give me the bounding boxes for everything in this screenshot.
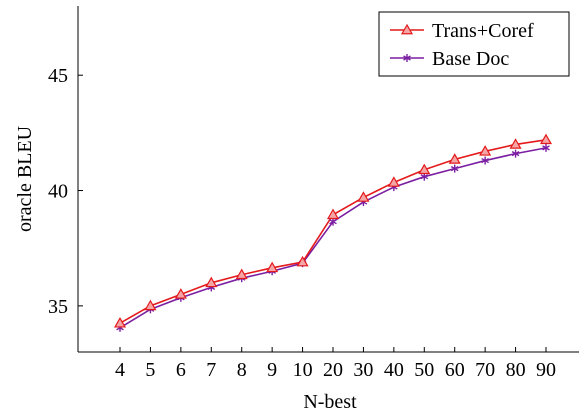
legend-label: Trans+Coref — [432, 20, 534, 42]
data-point — [511, 149, 520, 158]
x-tick-label: 9 — [267, 359, 277, 381]
x-tick-label: 20 — [323, 359, 343, 381]
data-point — [479, 145, 492, 156]
y-tick-label: 35 — [48, 296, 68, 318]
x-tick-label: 8 — [237, 359, 247, 381]
axes-layer — [77, 6, 579, 353]
y-tick-label: 40 — [48, 181, 68, 203]
y-axis-label: oracle BLEU — [14, 125, 36, 232]
data-point — [542, 143, 550, 152]
series-line — [119, 147, 547, 329]
legend-label: Base Doc — [432, 48, 509, 70]
data-point — [509, 138, 522, 149]
data-point — [418, 163, 431, 175]
data-point — [357, 191, 370, 202]
data-point — [266, 261, 279, 273]
data-point — [174, 288, 187, 299]
data-point — [144, 299, 157, 311]
x-axis-label: N-best — [303, 391, 357, 411]
x-tick-label: 5 — [145, 359, 155, 381]
series-layer — [113, 133, 553, 332]
x-tick-label: 90 — [536, 359, 556, 381]
x-tick-label: 10 — [293, 359, 313, 381]
data-point — [448, 153, 461, 164]
data-point — [205, 276, 218, 288]
legend-marker — [403, 54, 411, 62]
legend-entries: Trans+Coref Base Doc — [390, 20, 534, 70]
x-tick-label: 7 — [206, 359, 216, 381]
data-point — [296, 255, 309, 267]
data-point — [387, 176, 400, 187]
x-tick-label: 6 — [176, 359, 186, 381]
data-point — [113, 316, 127, 328]
data-point — [450, 164, 459, 173]
data-point — [539, 133, 553, 145]
x-tick-label: 70 — [475, 359, 495, 381]
x-tick-label: 4 — [115, 359, 125, 381]
x-tick-label: 60 — [445, 359, 465, 381]
x-tick-label: 80 — [506, 359, 526, 381]
x-tick-label: 50 — [414, 359, 434, 381]
x-tick-label: 40 — [384, 359, 404, 381]
data-point — [235, 268, 248, 280]
legend: Trans+Coref Base Doc — [378, 11, 570, 77]
legend-marker — [400, 23, 414, 35]
x-tick-label: 30 — [353, 359, 373, 381]
y-tick-label: 45 — [48, 65, 68, 87]
data-point — [481, 156, 489, 165]
data-point — [326, 208, 340, 220]
legend-box — [378, 11, 570, 77]
